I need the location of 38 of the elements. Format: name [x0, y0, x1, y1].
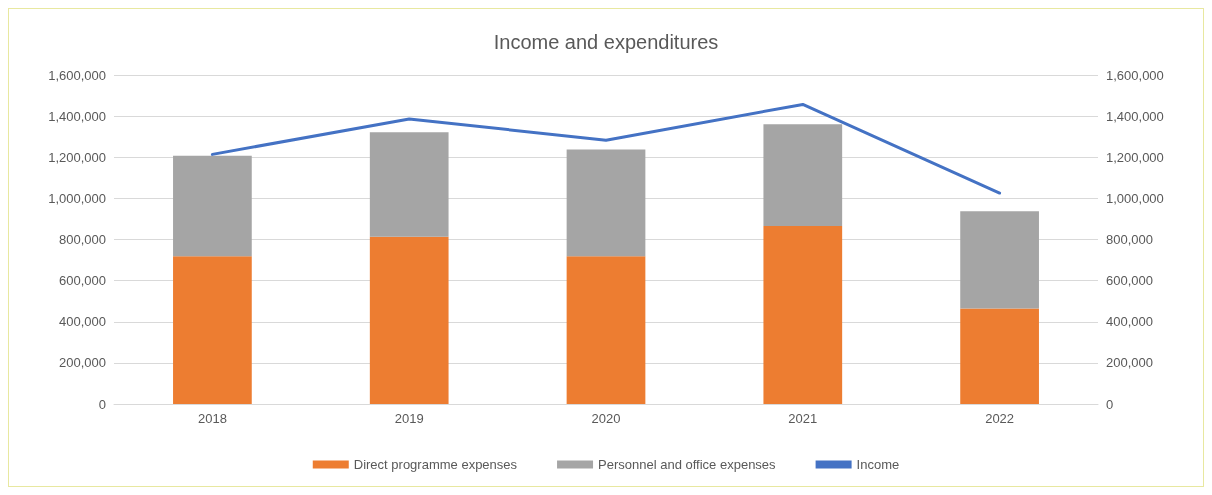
bar — [369, 236, 449, 404]
bar — [763, 124, 843, 226]
y2-tick-label: 1,000,000 — [1106, 190, 1164, 206]
x-tick-label: 2018 — [197, 411, 227, 426]
y-tick-label: 0 — [98, 396, 106, 412]
y2-tick-label: 600,000 — [1106, 273, 1153, 289]
y-tick-label: 600,000 — [59, 273, 106, 289]
y2-tick-label: 200,000 — [1106, 355, 1153, 371]
y-tick-label: 400,000 — [59, 314, 106, 330]
y2-tick-label: 400,000 — [1106, 314, 1153, 330]
x-tick-label: 2019 — [394, 411, 424, 426]
legend-label: Income — [856, 457, 900, 472]
y2-tick-label: 1,200,000 — [1106, 149, 1164, 165]
y-tick-label: 200,000 — [59, 355, 106, 371]
bar — [960, 308, 1039, 404]
y-tick-label: 1,400,000 — [48, 108, 106, 124]
y2-tick-label: 0 — [1106, 396, 1114, 412]
bar — [369, 132, 449, 237]
legend-label: Personnel and office expenses — [598, 457, 777, 472]
bar — [173, 256, 252, 404]
chart-title: Income and expenditures — [493, 31, 719, 53]
x-tick-label: 2020 — [591, 411, 621, 426]
bar — [566, 149, 646, 257]
y2-tick-label: 1,600,000 — [1106, 67, 1164, 83]
y2-tick-label: 1,400,000 — [1106, 108, 1164, 124]
bar — [566, 256, 646, 404]
bar — [173, 155, 252, 257]
legend-label: Direct programme expenses — [353, 457, 518, 472]
y-tick-label: 1,000,000 — [48, 190, 106, 206]
y-tick-label: 1,200,000 — [48, 149, 106, 165]
x-tick-label: 2022 — [985, 411, 1015, 426]
y2-tick-label: 800,000 — [1106, 232, 1153, 247]
x-tick-label: 2021 — [788, 411, 818, 426]
y-tick-label: 1,600,000 — [48, 67, 106, 83]
line-series — [210, 102, 1002, 195]
bar — [763, 225, 843, 404]
y-tick-label: 800,000 — [59, 232, 106, 247]
bar — [960, 211, 1039, 309]
